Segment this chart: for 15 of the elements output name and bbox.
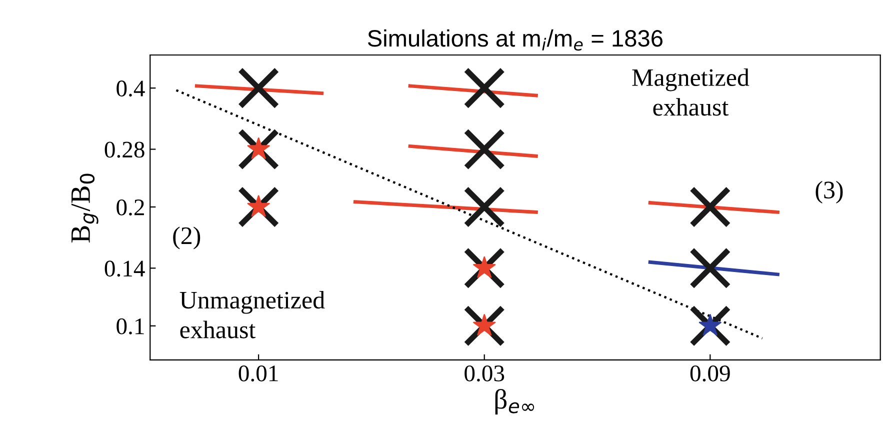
x-axis-title: β$_{e∞}$ [495,388,534,414]
x-tick-label: 0.01 [238,365,278,382]
y-axis-title: B$_{g}$/B$_{0}$ [71,174,98,242]
chart-title: Simulations at m$_{i}$/m$_{e}$ = 1836 [368,29,662,51]
y-tick-label: 0.1 [116,318,144,334]
y-tick-label: 0.2 [116,199,144,216]
annotation: (3) [816,180,843,204]
annotation: Magnetized exhaust [632,68,750,116]
x-tick-label: 0.03 [464,365,504,382]
y-tick-label: 0.4 [116,80,145,97]
annotation: Unmagnetized exhaust [180,291,325,338]
y-tick-label: 0.28 [104,142,144,158]
annotation: (2) [173,226,200,250]
y-tick-label: 0.14 [104,260,145,277]
x-tick-label: 0.09 [690,365,730,382]
